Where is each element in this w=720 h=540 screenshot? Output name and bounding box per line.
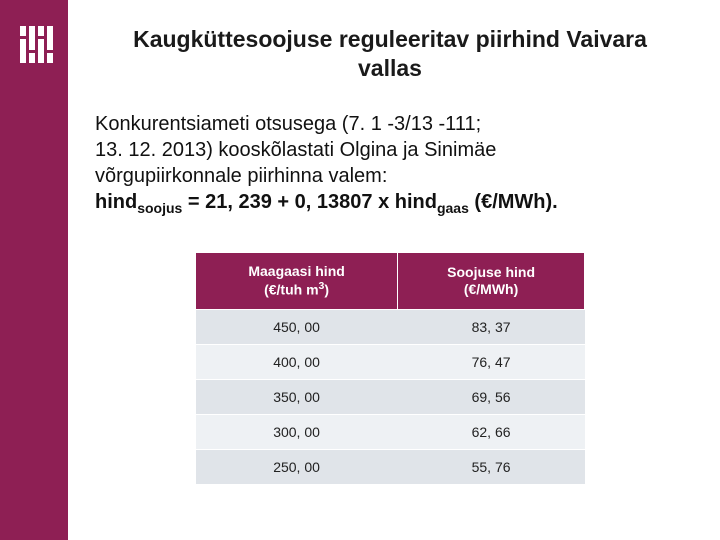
formula-mid: = 21, 239 + 0, 13807 x hind: [182, 191, 437, 213]
col1-line2-pre: (€/tuh m: [264, 282, 318, 298]
cell-heat: 62, 66: [398, 415, 585, 450]
formula: hindsoojus = 21, 239 + 0, 13807 x hindga…: [95, 191, 558, 213]
intro-paragraph: Konkurentsiameti otsusega (7. 1 -3/13 -1…: [95, 111, 685, 217]
cell-gas: 300, 00: [196, 415, 398, 450]
table-row: 450, 00 83, 37: [196, 310, 585, 345]
table-row: 250, 00 55, 76: [196, 450, 585, 485]
cell-gas: 450, 00: [196, 310, 398, 345]
formula-prefix: hind: [95, 191, 137, 213]
formula-sub2: gaas: [437, 200, 469, 216]
formula-sub1: soojus: [137, 200, 182, 216]
table-header-row: Maagaasi hind (€/tuh m3) Soojuse hind (€…: [196, 252, 585, 310]
col2-line1: Soojuse hind: [447, 264, 535, 280]
table-row: 300, 00 62, 66: [196, 415, 585, 450]
table-row: 350, 00 69, 56: [196, 380, 585, 415]
formula-suffix: (€/MWh).: [469, 191, 558, 213]
col1-line2-post: ): [324, 282, 329, 298]
cell-heat: 55, 76: [398, 450, 585, 485]
page-title: Kaugküttesoojuse reguleeritav piirhind V…: [95, 25, 685, 83]
sidebar-accent: [0, 0, 68, 540]
col-header-heat: Soojuse hind (€/MWh): [398, 252, 585, 310]
table-row: 400, 00 76, 47: [196, 345, 585, 380]
para-line-3: võrgupiirkonnale piirhinna valem:: [95, 165, 387, 187]
cell-heat: 83, 37: [398, 310, 585, 345]
cell-gas: 400, 00: [196, 345, 398, 380]
col2-line2: (€/MWh): [464, 281, 518, 297]
logo-icon: [20, 26, 53, 63]
col-header-gas: Maagaasi hind (€/tuh m3): [196, 252, 398, 310]
main-content: Kaugküttesoojuse reguleeritav piirhind V…: [95, 25, 685, 485]
price-table: Maagaasi hind (€/tuh m3) Soojuse hind (€…: [195, 252, 585, 486]
para-line-2: 13. 12. 2013) kooskõlastati Olgina ja Si…: [95, 139, 496, 161]
cell-gas: 250, 00: [196, 450, 398, 485]
cell-gas: 350, 00: [196, 380, 398, 415]
para-line-1: Konkurentsiameti otsusega (7. 1 -3/13 -1…: [95, 113, 481, 135]
cell-heat: 69, 56: [398, 380, 585, 415]
col1-line1: Maagaasi hind: [248, 263, 344, 279]
cell-heat: 76, 47: [398, 345, 585, 380]
